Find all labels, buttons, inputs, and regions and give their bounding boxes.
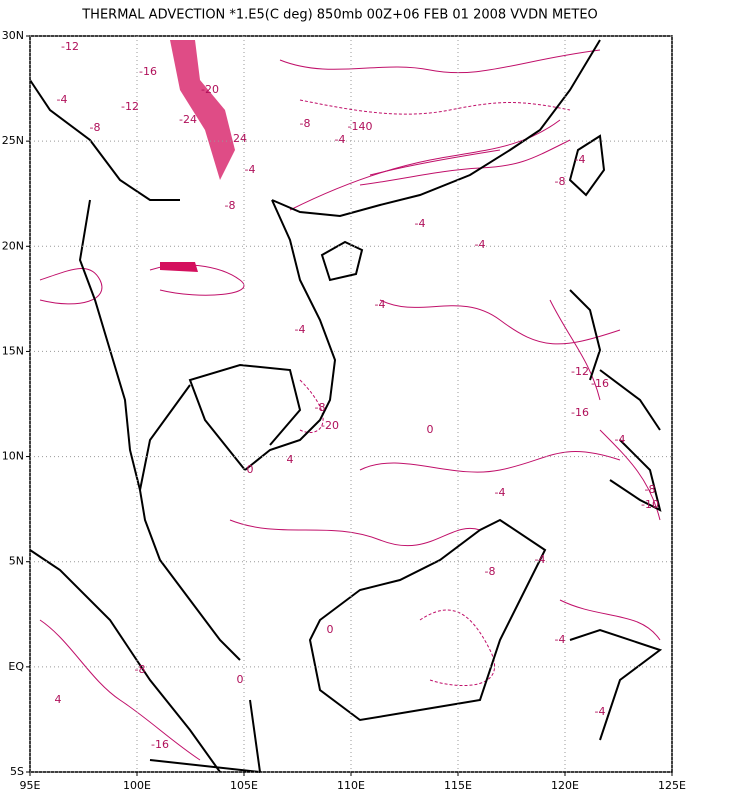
contour [419,609,496,687]
contour [279,49,601,74]
y-tick-label: EQ [8,660,24,673]
contour-label: 0 [427,423,434,436]
x-tick-label: 120E [551,779,579,792]
contour [229,519,481,547]
map-title: THERMAL ADVECTION *1.E5(C deg) 850mb 00Z… [81,8,598,23]
contour-label: -4 [555,633,566,646]
contour-label: -20 [321,419,339,432]
contour-label: -4 [475,238,486,251]
contour-label: -140 [348,120,373,133]
x-tick-label: 125E [658,779,686,792]
x-tick-label: 110E [337,779,365,792]
coastline [271,39,601,218]
contour-label: -10 [641,498,659,511]
contour-label: -8 [485,565,496,578]
island [308,518,547,722]
y-tick-label: 10N [2,450,24,463]
contour-label: -8 [225,199,236,212]
coastline [138,384,241,661]
border [29,79,180,201]
contour-label: -4 [595,705,606,718]
contour-label: 0 [247,463,254,476]
contour [359,450,621,473]
contour-label: -8 [315,401,326,414]
y-tick-label: 15N [2,344,24,357]
coastline [244,199,337,471]
coastline [29,549,221,773]
contour-label: -20 [201,83,219,96]
contour-label: -8 [300,117,311,130]
island [569,628,663,741]
y-tick-label: 5S [10,765,24,778]
contour [369,149,501,176]
contour-label: -16 [151,738,169,751]
contour [299,99,571,115]
coastline [569,289,662,512]
x-tick-label: 115E [444,779,472,792]
island [320,240,364,282]
contour-label: -8 [90,121,101,134]
border [188,363,302,471]
contour [39,267,103,305]
contour-label: -4 [57,93,68,106]
contour [549,299,601,401]
contour-cluster [170,40,235,180]
contour-label: -4 [575,153,586,166]
contour-label: -4 [495,486,506,499]
contour-label: -4 [535,553,546,566]
contour-label: 0 [327,623,334,636]
contour [299,379,324,434]
y-tick-label: 25N [2,134,24,147]
contour [39,619,201,761]
contour-label: -4 [615,433,626,446]
contour-label: -4 [415,217,426,230]
contour-label: 0 [237,673,244,686]
contour-label: -4 [295,323,306,336]
contour-label: -8 [645,483,656,496]
contour [559,599,661,641]
y-tick-label: 5N [9,555,24,568]
contour-label: -12 [571,365,589,378]
contour-cluster [160,262,198,272]
contour-label: -16 [139,65,157,78]
contour-label: -16 [591,377,609,390]
contour-label: -4 [335,133,346,146]
contour-label: -8 [555,175,566,188]
y-tick-label: 20N [2,239,24,252]
contour-label: -4 [375,298,386,311]
contour-label: -24 [179,113,197,126]
contour-label: -12 [121,100,139,113]
contour [359,139,571,186]
contour-label: 4 [287,453,294,466]
contours [39,40,661,761]
contour-label: -16 [571,406,589,419]
coastline [149,699,261,773]
contour-label: -12 [61,40,79,53]
contour-label: -4 [245,163,256,176]
y-tick-label: 30N [2,29,24,42]
x-tick-label: 95E [20,779,41,792]
x-tick-label: 105E [230,779,258,792]
contour [289,119,561,211]
x-tick-label: 100E [123,779,151,792]
island [568,134,606,197]
contour-label: 4 [55,693,62,706]
coastline [78,199,141,491]
contour-label: 24 [233,132,247,145]
coastlines [29,39,663,773]
contour-label: -8 [135,663,146,676]
contour [379,299,621,345]
